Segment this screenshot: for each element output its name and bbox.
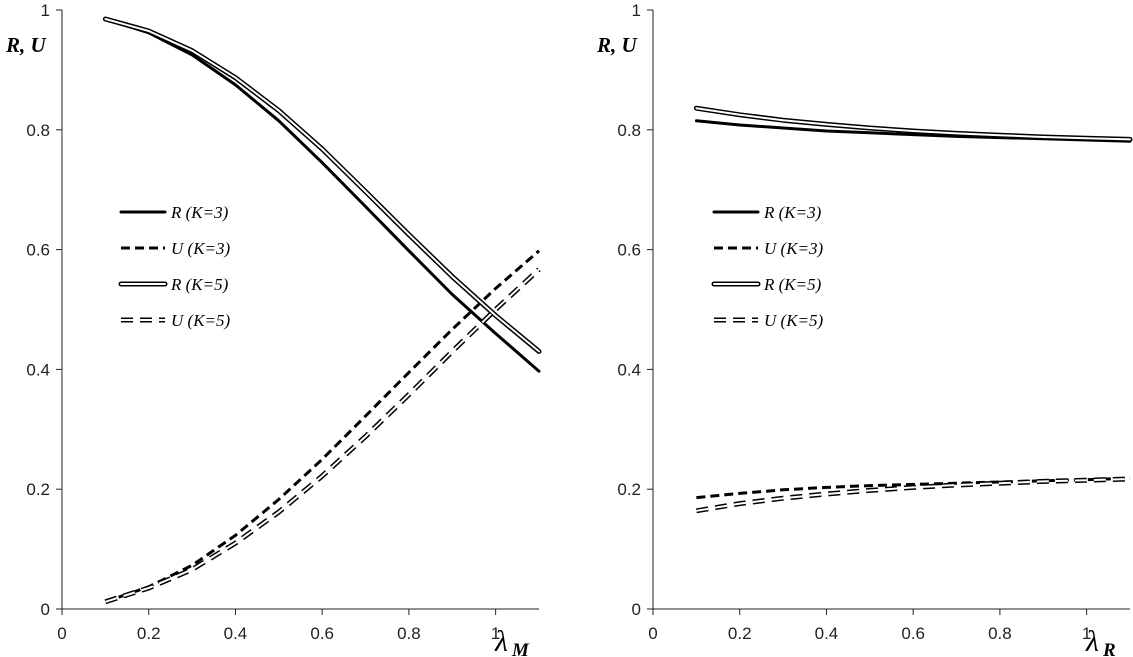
left-x-axis-label-subscript: M — [511, 640, 530, 657]
left-x-tick-label: 0.6 — [310, 624, 334, 643]
left-series-line-4 — [104, 267, 541, 605]
left-y-tick-label: 0.4 — [26, 360, 50, 379]
left-chart-panel: 0 0.2 0.4 0.6 0.8 1 0 0.2 0.4 0.6 0.8 1 R, U λ M R (K=3… — [5, 1, 542, 657]
right-y-axis-label: R, U — [596, 33, 639, 57]
right-x-tick-label: 0.6 — [901, 624, 925, 643]
left-series-line-3-core — [104, 18, 540, 353]
right-x-tick-label: 0.2 — [728, 624, 752, 643]
left-legend-label-1: R (K=3) — [170, 203, 229, 222]
left-y-tick-label: 0.8 — [26, 121, 50, 140]
right-x-tick-label: 1 — [1082, 624, 1091, 643]
left-series-line-2 — [104, 249, 540, 604]
right-x-axis-label: λ — [1085, 625, 1099, 657]
right-legend-label-3: R (K=5) — [763, 275, 822, 294]
right-x-axis-label-subscript: R — [1102, 640, 1116, 657]
left-x-tick-label: 0.2 — [137, 624, 161, 643]
right-y-tick-label: 0.8 — [617, 121, 641, 140]
left-x-tick-label: 1 — [491, 624, 500, 643]
right-chart-panel: 0 0.2 0.4 0.6 0.8 1 0 0.2 0.4 0.6 0.8 1 R, U λ R R (K=3… — [596, 1, 1133, 657]
right-y-tick-label: 1 — [632, 1, 641, 20]
right-y-tick-label: 0 — [632, 600, 641, 619]
left-y-tick-label: 0 — [41, 600, 50, 619]
right-x-tick-label: 0.8 — [988, 624, 1012, 643]
right-x-tick-label: 0.4 — [815, 624, 839, 643]
left-x-axis-label: λ — [494, 625, 508, 657]
right-series-line-3 — [693, 105, 1133, 142]
left-legend-label-4: U (K=5) — [171, 311, 230, 330]
left-y-tick-label: 0.6 — [26, 241, 50, 260]
left-series-line-3-outline — [102, 16, 542, 354]
left-series-line-3 — [102, 16, 542, 354]
left-y-tick-label: 1 — [41, 1, 50, 20]
right-y-tick-label: 0.4 — [617, 360, 641, 379]
left-x-tick-label: 0.4 — [224, 624, 248, 643]
right-y-tick-label: 0.6 — [617, 241, 641, 260]
right-legend-label-2: U (K=3) — [764, 239, 823, 258]
right-series-line-4 — [695, 476, 1131, 514]
left-y-axis-label: R, U — [5, 33, 48, 57]
right-legend-label-1: R (K=3) — [763, 203, 822, 222]
left-x-tick-label: 0.8 — [397, 624, 421, 643]
right-x-tick-label: 0 — [648, 624, 657, 643]
right-series-line-3-core — [695, 107, 1131, 141]
left-legend-label-3: R (K=5) — [170, 275, 229, 294]
left-y-tick-label: 0.2 — [26, 480, 50, 499]
left-series-line-4-core — [105, 268, 540, 603]
left-x-tick-label: 0 — [57, 624, 66, 643]
left-legend-label-2: U (K=3) — [171, 239, 230, 258]
right-series-line-4-core — [696, 478, 1131, 512]
right-series-line-2 — [696, 476, 1131, 500]
right-legend-label-4: U (K=5) — [764, 311, 823, 330]
left-series-line-1 — [103, 17, 541, 373]
right-y-tick-label: 0.2 — [617, 480, 641, 499]
